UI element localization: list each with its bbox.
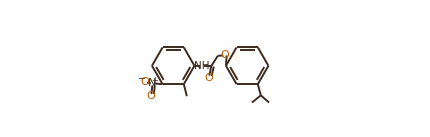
Text: −: − [138,74,146,84]
Text: O: O [221,51,229,60]
Text: N: N [148,79,157,89]
Text: O: O [140,77,149,87]
Text: O: O [147,92,156,102]
Text: +: + [151,75,158,85]
Text: NH: NH [194,61,210,71]
Text: O: O [204,73,213,83]
